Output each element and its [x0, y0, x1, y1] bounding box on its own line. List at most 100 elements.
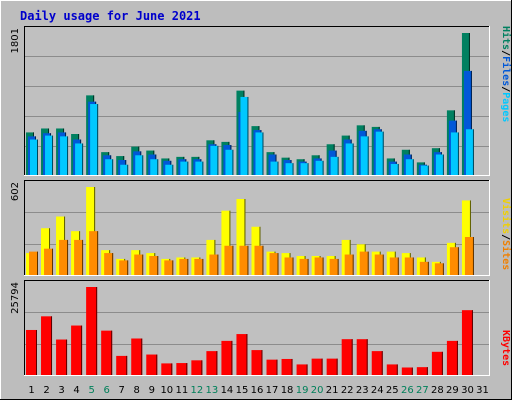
pages-bar [45, 135, 54, 175]
x-tick-label: 10 [160, 385, 173, 396]
panel-visits_sites: 602 Visits/Sites [10, 180, 512, 276]
x-tick-label: 16 [251, 385, 264, 396]
pages-bar [285, 163, 294, 175]
day-28-bars [431, 351, 443, 375]
pages-bar [30, 139, 38, 175]
kbytes-bar [236, 334, 248, 375]
kbytes-bar [71, 325, 83, 375]
y-max-label: 602 [10, 182, 21, 201]
visits-bar [86, 187, 96, 275]
sites-bar [29, 251, 38, 275]
kbytes-bar [251, 350, 263, 375]
legend-label-pages: Pages [500, 92, 511, 122]
pages-bar [195, 161, 204, 175]
pages-bar [75, 143, 84, 175]
sites-bar [224, 245, 234, 275]
day-29-bars [446, 340, 458, 375]
sites-bar [284, 257, 294, 275]
pages-bar [390, 163, 399, 175]
kbytes-bar [461, 310, 473, 375]
day-2-bars [41, 128, 54, 175]
panel-kbytes: 25794 KBytes [10, 280, 511, 376]
day-16-bars [251, 226, 264, 275]
day-29-bars [446, 110, 459, 175]
pages-bar [90, 104, 99, 175]
day-27-bars [416, 257, 429, 275]
kbytes-bar [266, 359, 278, 375]
day-16-bars [251, 126, 264, 175]
sites-bar [164, 260, 174, 275]
day-13-bars [206, 239, 219, 275]
pages-bar [225, 149, 234, 175]
day-8-bars [131, 250, 144, 275]
kbytes-bar [146, 354, 158, 375]
x-tick-label: 8 [134, 385, 140, 396]
x-tick-label: 1 [28, 385, 34, 396]
x-tick-label: 28 [431, 385, 444, 396]
legend-visits_sites: Visits/Sites [500, 198, 512, 270]
day-12-bars [191, 156, 204, 175]
day-22-bars [341, 339, 353, 375]
kbytes-bar [26, 329, 37, 375]
x-tick-label: 5 [88, 385, 94, 396]
day-4-bars [71, 325, 83, 375]
legend-separator: / [500, 50, 511, 56]
pages-bar [330, 156, 339, 175]
day-6-bars [101, 152, 114, 175]
sites-bar [434, 263, 444, 275]
day-1-bars [26, 329, 37, 375]
day-9-bars [146, 253, 159, 275]
day-28-bars [431, 148, 444, 175]
sites-bar [119, 260, 129, 275]
kbytes-bar [446, 340, 458, 375]
pages-bar [60, 136, 69, 175]
pages-bar [120, 164, 129, 175]
day-15-bars [236, 334, 248, 375]
sites-bar [404, 257, 414, 275]
y-max-label: 25794 [10, 282, 21, 314]
kbytes-bar [41, 316, 53, 375]
kbytes-bar [341, 339, 353, 375]
day-1-bars [26, 251, 38, 275]
x-tick-label: 3 [58, 385, 64, 396]
x-tick-label: 14 [221, 385, 234, 396]
day-2-bars [41, 316, 53, 375]
sites-bar [359, 251, 369, 275]
kbytes-bar [371, 351, 383, 375]
sites-bar [74, 239, 84, 275]
day-20-bars [311, 358, 323, 375]
day-23-bars [356, 125, 369, 175]
sites-bar [269, 253, 279, 275]
sites-bar [389, 257, 399, 275]
pages-bar [105, 159, 114, 175]
x-tick-label: 18 [281, 385, 294, 396]
legend-label-hits: Hits [500, 26, 512, 50]
day-26-bars [401, 149, 414, 175]
day-13-bars [206, 351, 218, 375]
day-18-bars [281, 358, 293, 375]
sites-bar [314, 257, 324, 275]
day-15-bars [236, 90, 249, 175]
kbytes-bar [101, 330, 113, 375]
day-5-bars [86, 287, 98, 375]
day-11-bars [176, 257, 189, 275]
kbytes-bar [56, 339, 68, 375]
sites-bar [299, 258, 309, 275]
x-tick-label: 15 [236, 385, 249, 396]
legend-kbytes: KBytes [500, 330, 511, 366]
legend-separator: / [500, 86, 511, 92]
day-30-bars [461, 200, 474, 275]
pages-bar [465, 129, 474, 175]
day-5-bars [86, 95, 99, 175]
visits-bar [221, 210, 231, 275]
pages-bar [150, 159, 159, 175]
day-17-bars [266, 251, 279, 275]
day-3-bars [56, 128, 69, 175]
day-17-bars [266, 152, 279, 175]
day-12-bars [191, 257, 204, 275]
sites-bar [464, 236, 474, 275]
day-7-bars [116, 355, 128, 375]
x-tick-label: 6 [103, 385, 109, 396]
kbytes-bar [416, 367, 428, 375]
